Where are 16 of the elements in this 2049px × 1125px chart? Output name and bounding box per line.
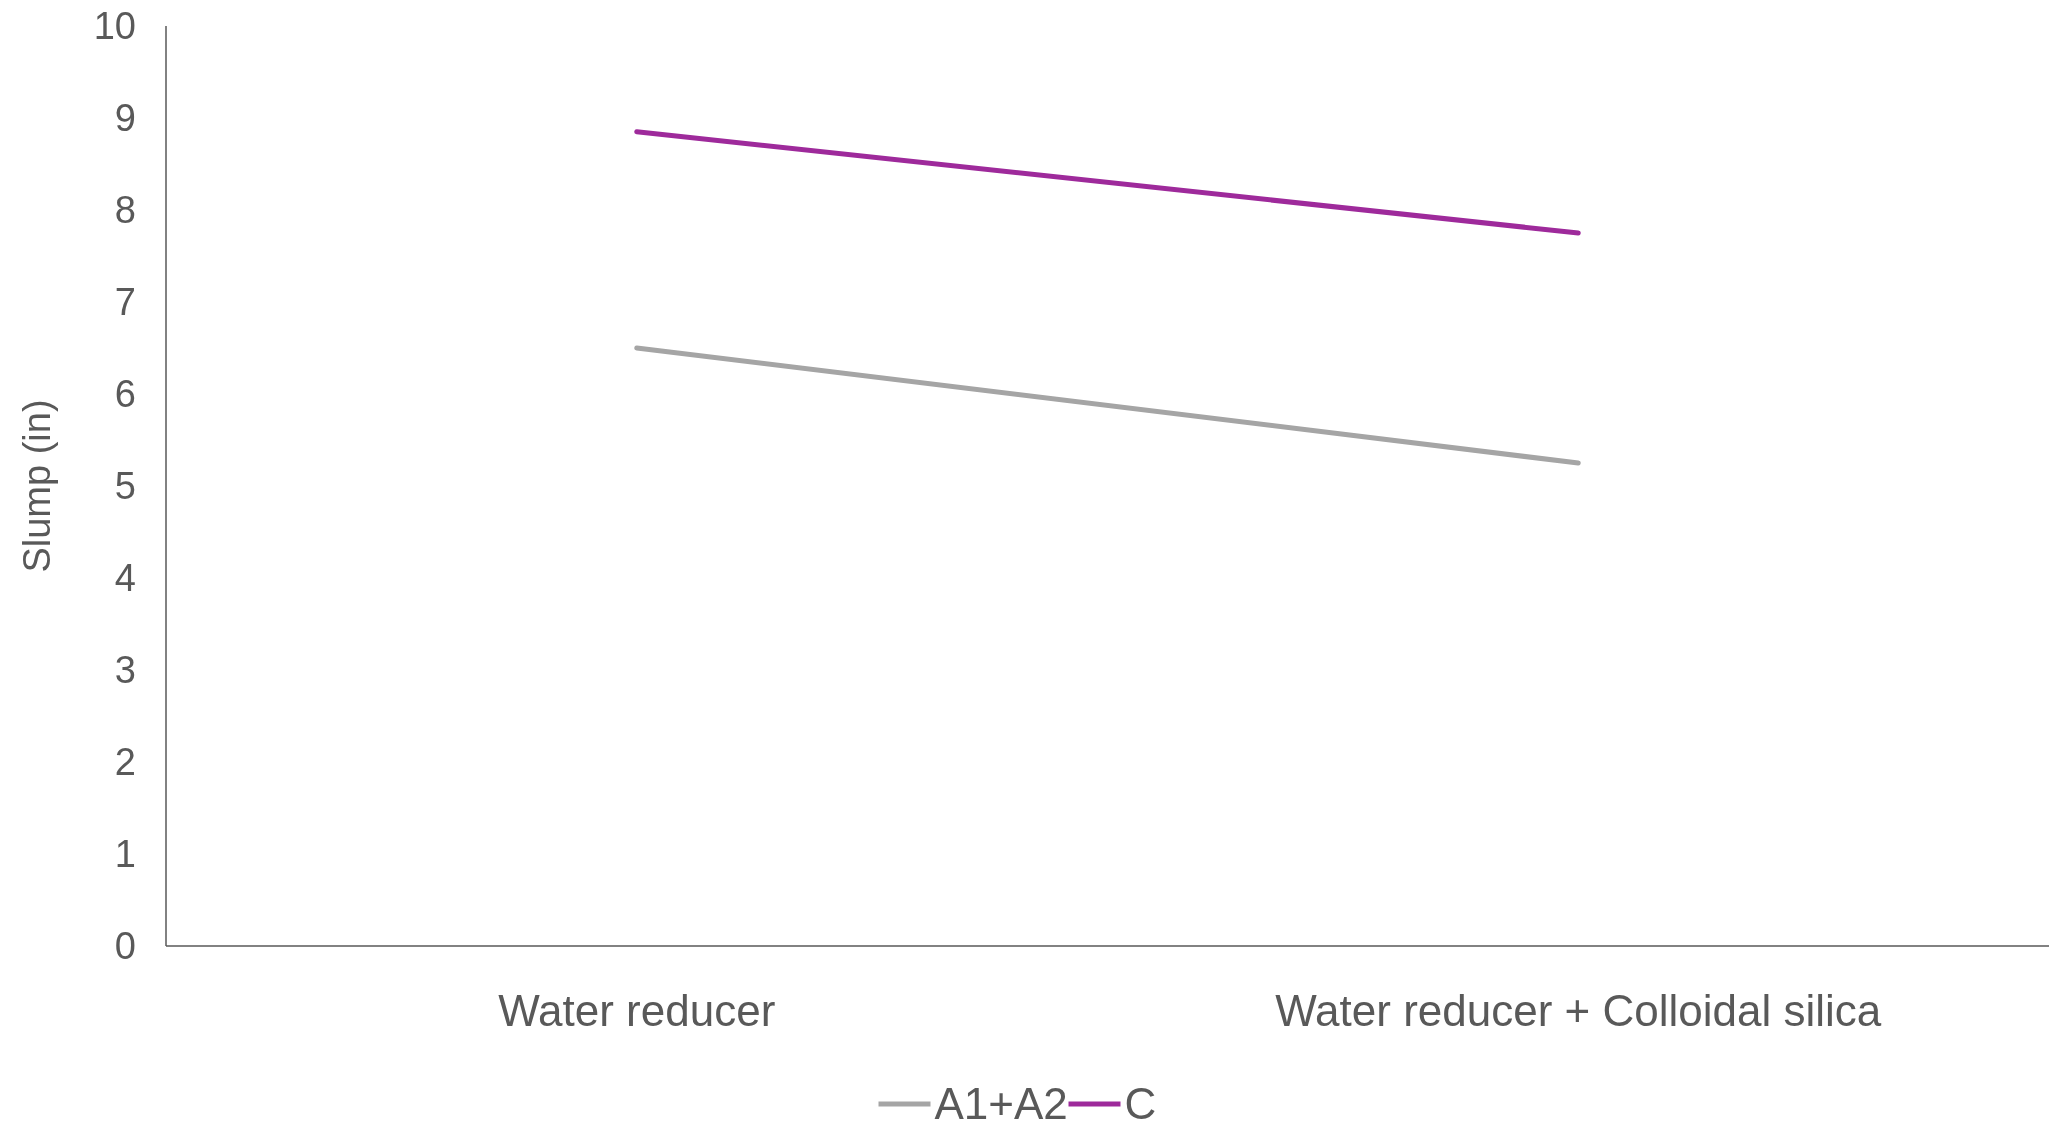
y-tick-label: 3 [114, 649, 136, 692]
y-tick-label: 9 [114, 97, 136, 140]
y-tick-label: 8 [114, 189, 136, 232]
legend-label: A1+A2 [934, 1079, 1068, 1125]
y-tick-label: 5 [114, 465, 136, 508]
y-tick-label: 7 [114, 281, 136, 324]
y-tick-label: 2 [114, 741, 136, 784]
y-tick-label: 6 [114, 373, 136, 416]
legend-label: C [1124, 1079, 1157, 1125]
y-tick-label: 10 [93, 5, 136, 48]
y-tick-label: 4 [114, 557, 136, 600]
y-tick-label: 0 [114, 925, 136, 968]
y-axis-title: Slump (in) [16, 399, 58, 573]
x-tick-label: Water reducer [498, 986, 776, 1035]
x-tick-label: Water reducer + Colloidal silica [1275, 986, 1882, 1035]
y-tick-label: 1 [114, 833, 136, 876]
